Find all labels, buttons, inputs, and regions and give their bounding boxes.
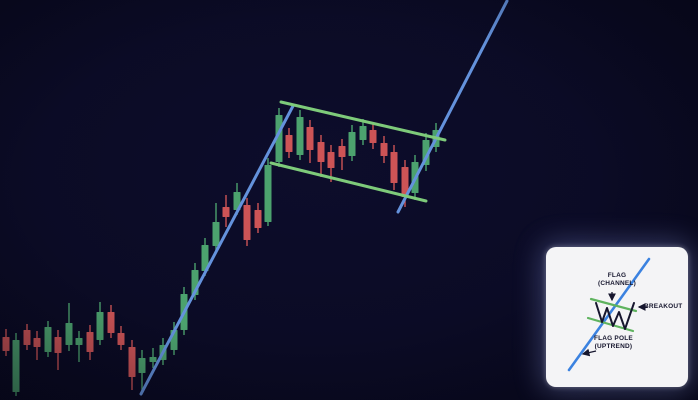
candle-down <box>390 152 398 183</box>
flag-pattern-inset-panel: FLAG (CHANNEL) BREAKOUT FLAG POLE (UPTRE… <box>546 247 688 387</box>
candle-down <box>54 337 62 353</box>
candle-down <box>338 146 346 157</box>
candle-down <box>380 143 388 156</box>
trendlines-layer <box>139 0 509 396</box>
inset-pole-arrow-icon <box>581 348 597 357</box>
candle-up <box>359 126 367 140</box>
candle-down <box>243 205 251 240</box>
candle-down <box>128 347 136 377</box>
candle-up <box>264 165 272 222</box>
candle-down <box>327 152 335 168</box>
inset-flag-channel-label-line2: (CHANNEL) <box>598 280 636 288</box>
candle-down <box>285 135 293 152</box>
candle-down <box>107 312 115 333</box>
inset-price-zigzag <box>595 302 635 330</box>
inset-diagram <box>567 257 651 372</box>
inset-breakout-label: BREAKOUT <box>644 303 683 310</box>
candle-down <box>254 210 262 228</box>
candles-layer <box>2 108 440 396</box>
inset-flag-pole-label: FLAG POLE (UPTREND) <box>582 335 646 352</box>
candle-up <box>149 357 157 362</box>
candle-down <box>369 130 377 143</box>
flag-pole-trendline <box>139 104 295 396</box>
candle-down <box>23 330 31 345</box>
candle-down <box>86 332 94 352</box>
candle-up <box>296 117 304 155</box>
candle-down <box>222 207 230 217</box>
candle-down <box>2 337 10 351</box>
candle-down <box>306 127 314 150</box>
candle-down <box>317 142 325 162</box>
candle-down <box>33 338 41 347</box>
candle-up <box>12 340 20 392</box>
candle-up <box>348 132 356 156</box>
inset-flag-pole-label-line1: FLAG POLE <box>593 335 633 342</box>
inset-channel-upper-line <box>589 297 638 313</box>
breakout-trendline <box>396 0 509 214</box>
candle-up <box>96 312 104 340</box>
candle-up <box>44 327 52 352</box>
candle-up <box>65 323 73 345</box>
candle-up <box>212 222 220 246</box>
candle-up <box>75 338 83 345</box>
inset-flag-channel-label: FLAG (CHANNEL) <box>589 272 646 289</box>
candle-up <box>138 358 146 373</box>
candle-down <box>117 333 125 345</box>
inset-flag-pole-label-line2: (UPTREND) <box>594 343 633 351</box>
inset-flag-channel-label-line1: FLAG <box>607 272 627 279</box>
